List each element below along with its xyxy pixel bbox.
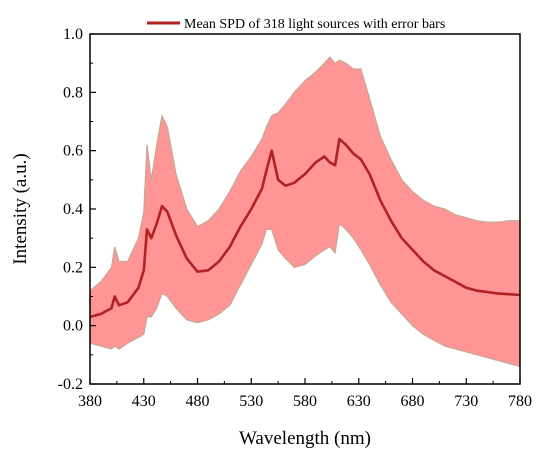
- y-axis-title: Intensity (a.u.): [10, 153, 31, 264]
- y-tick-label: 1.0: [63, 26, 83, 43]
- plot-layer: [89, 56, 521, 368]
- legend-label: Mean SPD of 318 light sources with error…: [184, 17, 445, 32]
- y-tick-label: 0.2: [63, 259, 83, 276]
- y-tick-label: 0.6: [63, 143, 83, 160]
- error-band: [89, 56, 521, 368]
- x-tick-label: 730: [454, 393, 478, 410]
- x-axis-title: Wavelength (nm): [239, 428, 371, 449]
- x-tick-label: 430: [132, 393, 156, 410]
- x-tick-label: 530: [239, 393, 263, 410]
- mean-spd-line: [89, 137, 521, 319]
- x-tick-label: 580: [293, 393, 317, 410]
- x-tick-label: 380: [78, 393, 102, 410]
- x-tick-label: 630: [347, 393, 371, 410]
- y-tick-label: 0.4: [63, 201, 83, 218]
- legend: Mean SPD of 318 light sources with error…: [147, 17, 445, 32]
- tick-layer: 380 430 480 530 580 630 680 730 780 -0.2 0.0 0.2 0.4…: [58, 26, 532, 410]
- y-tick-label: 0.0: [63, 318, 83, 335]
- y-tick-label: 0.8: [63, 84, 83, 101]
- x-tick-label: 680: [401, 393, 425, 410]
- x-tick-label: 780: [508, 393, 532, 410]
- x-tick-label: 480: [186, 393, 210, 410]
- y-tick-label: -0.2: [58, 376, 83, 393]
